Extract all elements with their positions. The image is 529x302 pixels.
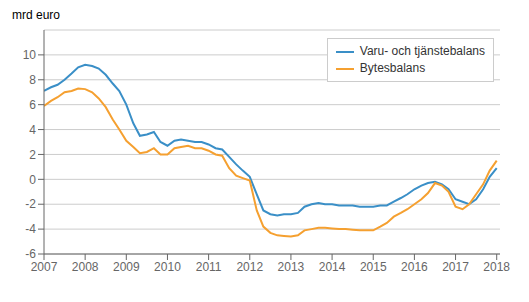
svg-text:10: 10 — [23, 48, 37, 62]
svg-text:2016: 2016 — [401, 260, 428, 274]
svg-text:2013: 2013 — [278, 260, 305, 274]
svg-text:2010: 2010 — [154, 260, 181, 274]
svg-text:2011: 2011 — [196, 260, 222, 274]
svg-text:0: 0 — [29, 173, 36, 187]
svg-text:8: 8 — [29, 73, 36, 87]
svg-text:-6: -6 — [25, 247, 36, 261]
svg-text:2018: 2018 — [483, 260, 510, 274]
svg-text:2017: 2017 — [442, 260, 469, 274]
svg-text:6: 6 — [29, 98, 36, 112]
svg-text:2009: 2009 — [113, 260, 140, 274]
html-text:Bytesbalans: Bytesbalans — [359, 61, 426, 75]
svg-text:2012: 2012 — [236, 260, 263, 274]
svg-text:-4: -4 — [25, 222, 36, 236]
html-text:mrd euro: mrd euro — [12, 8, 60, 22]
svg-text:-2: -2 — [25, 197, 36, 211]
svg-text:2: 2 — [29, 148, 36, 162]
svg-text:4: 4 — [29, 123, 36, 137]
svg-text:2015: 2015 — [360, 260, 387, 274]
svg-text:2008: 2008 — [72, 260, 99, 274]
svg-text:2014: 2014 — [319, 260, 346, 274]
html-text:Varu- och tjänstebalans: Varu- och tjänstebalans — [359, 44, 485, 58]
svg-text:2007: 2007 — [31, 260, 58, 274]
